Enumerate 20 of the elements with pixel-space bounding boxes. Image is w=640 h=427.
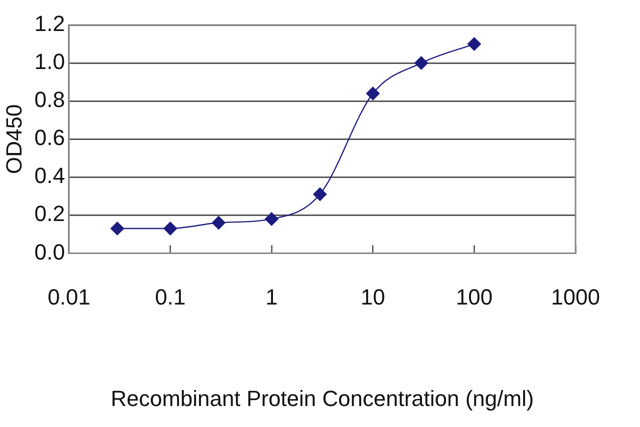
y-tick-label: 0.4: [34, 163, 65, 188]
point: [467, 37, 482, 52]
x-tick-label: 100: [456, 284, 493, 310]
y-axis-title: OD450: [1, 104, 26, 174]
point: [366, 86, 380, 100]
y-tick-label: 0.8: [34, 87, 65, 112]
point: [212, 216, 226, 230]
x-tick-label: 0.01: [48, 284, 90, 310]
x-tick-label: 1000: [551, 284, 600, 310]
x-tick-label: 1: [265, 284, 278, 310]
y-tick-label: 1.2: [34, 11, 65, 36]
y-tick-label: 0.0: [34, 239, 65, 264]
y-tick-label: 1.0: [34, 49, 65, 74]
x-axis-title: Recombinant Protein Concentration (ng/ml): [110, 386, 534, 411]
x-tick-label: 0.1: [154, 284, 186, 310]
point: [110, 221, 124, 236]
point: [264, 212, 279, 226]
x-tick-label: 10: [360, 284, 386, 310]
y-tick-label: 0.6: [34, 125, 65, 150]
y-tick-label: 0.2: [34, 201, 65, 226]
